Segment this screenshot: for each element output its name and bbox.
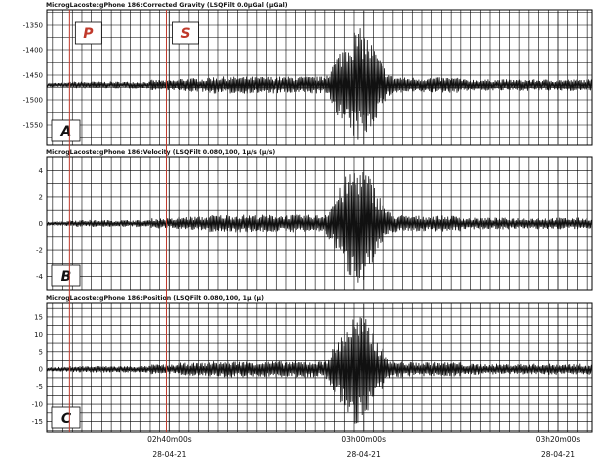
y-tick-label: 15 [34, 313, 43, 321]
series-trace [46, 171, 593, 283]
y-tick-label: 0 [39, 220, 43, 228]
y-tick-label: -4 [36, 273, 44, 281]
phase-label: S [180, 26, 190, 42]
panel-label-box [51, 264, 81, 287]
panel-label-box [51, 119, 81, 142]
x-tick-date: 28-04-21 [347, 450, 381, 459]
series-trace [46, 317, 593, 424]
y-tick-label: -1500 [23, 97, 43, 105]
panel-label-box [51, 406, 81, 429]
y-tick-label: -15 [32, 418, 43, 426]
y-tick-label: -1350 [23, 22, 43, 30]
panel-label: B [61, 269, 72, 285]
y-tick-label: -1450 [23, 72, 43, 80]
y-tick-label: 5 [39, 348, 43, 356]
y-tick-label: 4 [39, 167, 44, 175]
panel-title: MicrogLacoste:gPhone 186:Position (LSQFi… [46, 295, 264, 302]
phase-label-box [172, 21, 199, 45]
y-tick-label: 2 [39, 193, 43, 201]
phase-label-box [74, 21, 102, 45]
y-tick-label: -10 [32, 401, 43, 409]
y-tick-label: -5 [36, 383, 43, 391]
panel-title: MicrogLacoste:gPhone 186:Velocity (LSQFi… [46, 149, 275, 156]
y-tick-label: 0 [39, 366, 43, 374]
y-tick-label: -1550 [23, 122, 43, 130]
x-tick-date: 28-04-21 [541, 450, 575, 459]
x-tick-time: 02h40m00s [147, 435, 192, 444]
y-tick-label: 10 [34, 331, 43, 339]
x-tick-date: 28-04-21 [152, 450, 186, 459]
series-trace [46, 28, 593, 140]
panel-title: MicrogLacoste:gPhone 186:Corrected Gravi… [46, 2, 288, 9]
x-tick-time: 03h20m00s [536, 435, 581, 444]
panel-label: C [61, 411, 72, 427]
x-tick-time: 03h00m00s [341, 435, 386, 444]
phase-label: P [83, 26, 94, 42]
panel-label: A [60, 124, 72, 140]
y-tick-label: -2 [36, 247, 43, 255]
y-tick-label: -1400 [23, 47, 43, 55]
